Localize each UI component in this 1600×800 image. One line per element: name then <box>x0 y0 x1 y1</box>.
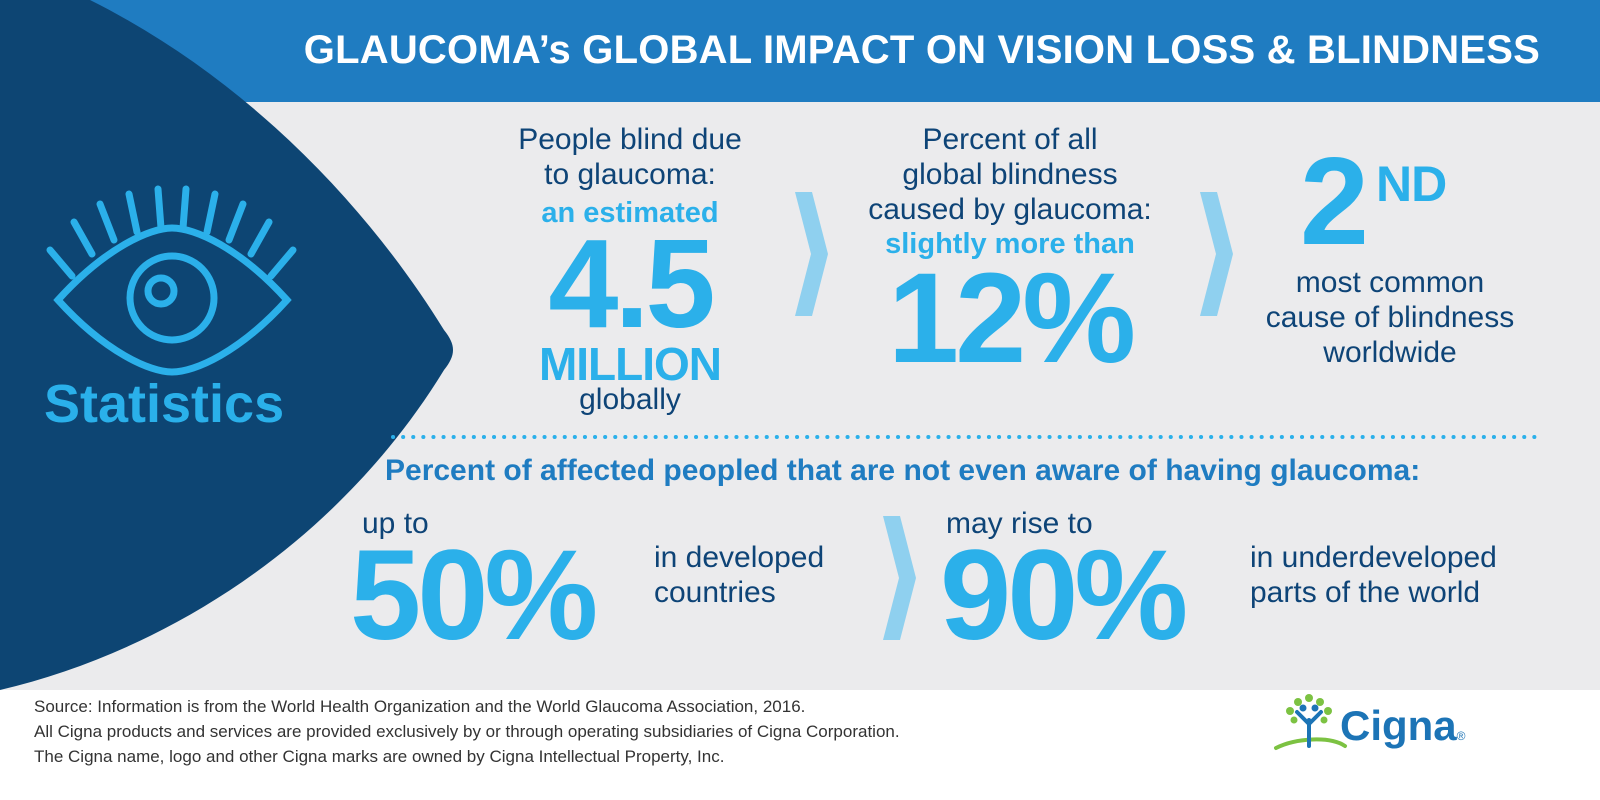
blind-value: 4.5 <box>548 213 715 354</box>
sidebar-shape <box>0 0 453 690</box>
rank-label-line3: worldwide <box>1323 336 1457 369</box>
statistics-label: Statistics <box>44 374 285 434</box>
trademark-symbol: ® <box>1456 729 1466 743</box>
underdeveloped-value: 90% <box>940 524 1188 667</box>
blind-unit: MILLION <box>538 338 722 390</box>
source-line: All Cigna products and services are prov… <box>34 722 900 741</box>
percent-label-line3: caused by glaucoma: <box>868 193 1152 226</box>
blind-label-line2: to glaucoma: <box>544 158 716 191</box>
brand-name: Cigna <box>1340 702 1457 749</box>
rank-label-line2: cause of blindness <box>1265 301 1515 334</box>
developed-prefix: up to <box>362 507 429 540</box>
rank-suffix: ND <box>1376 156 1447 212</box>
underdeveloped-label-line1: in underdeveloped <box>1250 541 1497 574</box>
page-title: GLAUCOMA’s GLOBAL IMPACT ON VISION LOSS … <box>303 28 1540 72</box>
source-notes: Source: Information is from the World He… <box>34 694 1134 769</box>
developed-label-line2: countries <box>654 576 776 609</box>
chevron-right-icon <box>795 192 828 316</box>
header-bar <box>0 0 1600 102</box>
underdeveloped-prefix: may rise to <box>946 507 1093 540</box>
percent-qualifier: slightly more than <box>885 228 1135 260</box>
source-line: Source: Information is from the World He… <box>34 697 806 716</box>
eye-icon <box>46 185 297 376</box>
percent-value: 12% <box>887 247 1136 390</box>
rank-value: 2 <box>1300 133 1369 271</box>
developed-value: 50% <box>350 524 598 667</box>
percent-label-line2: global blindness <box>902 158 1118 191</box>
rank-label-line1: most common <box>1295 266 1485 299</box>
developed-label-line1: in developed <box>654 541 825 574</box>
blind-qualifier: an estimated <box>541 197 719 229</box>
blind-label-line1: People blind due <box>518 123 742 156</box>
source-line: The Cigna name, logo and other Cigna mar… <box>34 747 725 766</box>
cigna-logo: Cigna® <box>1340 700 1466 762</box>
chevron-right-icon <box>883 516 916 640</box>
percent-label-line1: Percent of all <box>922 123 1098 156</box>
cigna-tree-logo-icon <box>1274 694 1347 750</box>
awareness-heading: Percent of affected peopled that are not… <box>385 454 1421 487</box>
underdeveloped-label-line2: parts of the world <box>1250 576 1481 609</box>
chevron-right-icon <box>1200 192 1233 316</box>
blind-scope: globally <box>579 383 681 416</box>
